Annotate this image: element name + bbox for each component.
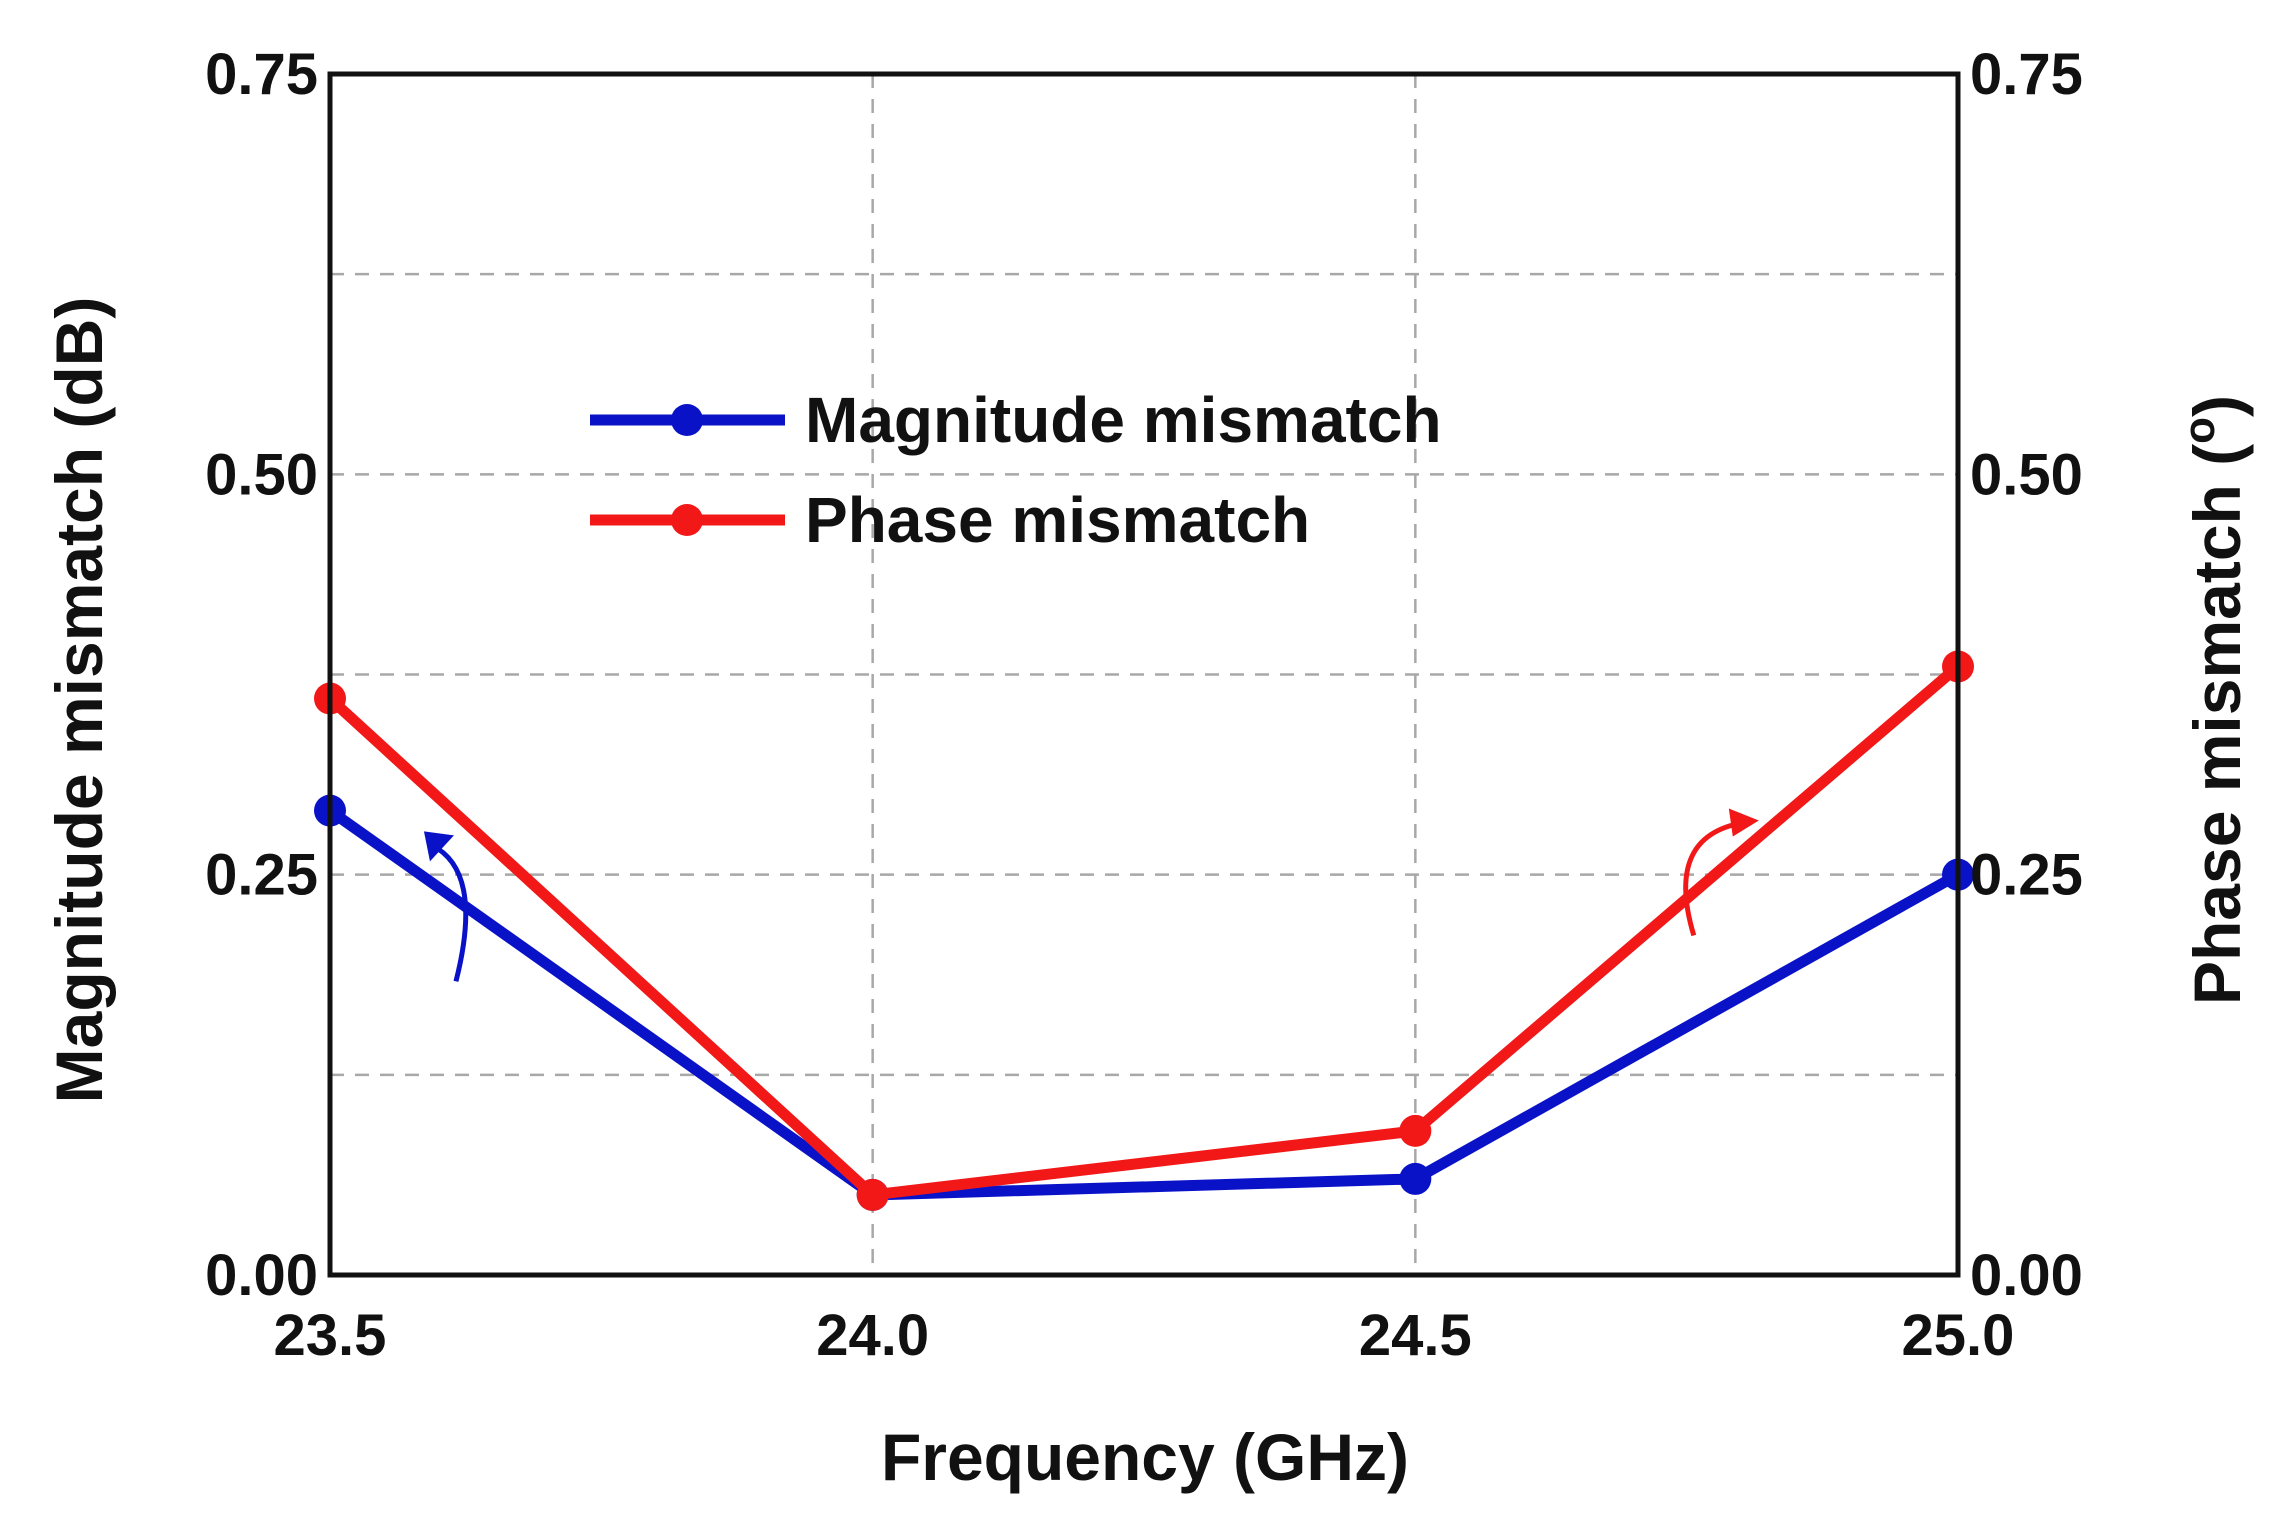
x-tick-label: 23.5: [274, 1303, 387, 1368]
y-right-tick-label: 0.25: [1970, 843, 2083, 908]
y-right-title-main: Phase mismatch (: [2180, 444, 2254, 1005]
x-axis-title: Frequency (GHz): [881, 1420, 1409, 1494]
legend-label: Magnitude mismatch: [805, 384, 1442, 456]
series-layer: [314, 650, 1974, 1211]
y-right-title-degree: o: [2175, 417, 2224, 444]
y-left-tick-label: 0.75: [205, 42, 318, 107]
y-left-tick-label: 0.00: [205, 1243, 318, 1308]
y-axis-left-title: Magnitude mismatch (dB): [42, 297, 116, 1104]
y-left-tick-label: 0.25: [205, 843, 318, 908]
legend-swatch-marker: [671, 404, 703, 436]
legend-swatch-marker: [671, 504, 703, 536]
x-tick-label: 24.5: [1359, 1303, 1472, 1368]
x-tick-label: 25.0: [1902, 1303, 2015, 1368]
plot-frame: [327, 71, 1961, 1278]
y-right-title-close: ): [2180, 395, 2254, 417]
data-point-phase-mismatch: [856, 1178, 889, 1211]
axis-indicator-arrowhead-right: [1728, 808, 1759, 837]
legend-item-magnitude-mismatch: Magnitude mismatch: [590, 384, 1442, 456]
y-left-tick-label: 0.50: [205, 442, 318, 507]
annotation-layer: [423, 808, 1759, 982]
grid: [330, 74, 1958, 1275]
series-magnitude-mismatch: [314, 794, 1974, 1211]
data-point-magnitude-mismatch: [1399, 1162, 1432, 1195]
data-point-phase-mismatch: [1399, 1114, 1432, 1147]
series-line-magnitude-mismatch: [326, 806, 1961, 1201]
x-tick-label: 24.0: [816, 1303, 929, 1368]
series-phase-mismatch: [314, 650, 1974, 1211]
tick-labels: 23.5 24.0 24.5 25.00.000.250.500.750.000.25…: [205, 42, 2083, 1368]
legend: Magnitude mismatch Phase mismatch: [590, 384, 1442, 556]
y-axis-right-title: Phase mismatch (o): [2175, 395, 2254, 1005]
y-right-tick-label: 0.75: [1970, 42, 2083, 107]
y-right-tick-label: 0.00: [1970, 1243, 2083, 1308]
y-right-tick-label: 0.50: [1970, 442, 2083, 507]
axis-indicator-arrow-right: [1683, 819, 1746, 937]
axis-indicator-arrowhead-left: [423, 831, 454, 862]
axis-indicator-arrow-left: [430, 843, 469, 982]
legend-item-phase-mismatch: Phase mismatch: [590, 484, 1310, 556]
legend-label: Phase mismatch: [805, 484, 1310, 556]
series-line-phase-mismatch: [326, 662, 1962, 1201]
